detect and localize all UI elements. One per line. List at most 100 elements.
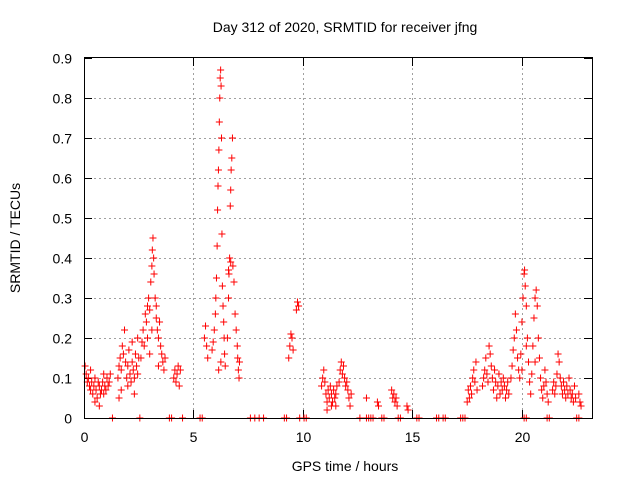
data-point xyxy=(338,370,346,378)
data-point xyxy=(487,362,495,370)
data-point xyxy=(122,358,130,366)
data-point xyxy=(134,334,142,342)
data-point xyxy=(514,354,522,362)
data-point xyxy=(213,242,221,250)
data-point xyxy=(214,182,222,190)
data-point xyxy=(203,342,211,350)
data-point xyxy=(568,390,576,398)
data-point xyxy=(172,378,180,386)
data-point xyxy=(521,266,529,274)
data-point xyxy=(543,390,551,398)
x-tick-labels: 0 5 10 15 20 xyxy=(81,429,531,445)
data-point xyxy=(124,362,132,370)
data-point xyxy=(217,82,225,90)
data-point xyxy=(210,326,218,334)
data-point xyxy=(493,394,501,402)
data-point xyxy=(319,374,327,382)
data-point xyxy=(123,374,131,382)
data-point xyxy=(84,374,92,382)
data-point xyxy=(138,338,146,346)
y-tick-label: 0 xyxy=(64,411,72,427)
data-point xyxy=(463,398,471,406)
data-point xyxy=(572,394,580,402)
data-point xyxy=(575,390,583,398)
data-point xyxy=(214,206,222,214)
data-point xyxy=(150,254,158,262)
data-point xyxy=(227,186,235,194)
data-point xyxy=(102,386,110,394)
data-point xyxy=(336,366,344,374)
x-tick-label: 10 xyxy=(296,429,312,445)
data-point xyxy=(391,398,399,406)
data-point xyxy=(544,398,552,406)
data-point xyxy=(225,294,233,302)
data-point xyxy=(154,362,162,370)
data-point xyxy=(535,354,543,362)
data-point xyxy=(215,146,223,154)
data-point xyxy=(216,94,224,102)
data-point xyxy=(375,402,383,410)
data-point xyxy=(329,398,337,406)
data-point xyxy=(530,314,538,322)
data-point xyxy=(566,386,574,394)
data-point xyxy=(128,338,136,346)
data-point xyxy=(335,378,343,386)
data-point xyxy=(145,294,153,302)
data-point xyxy=(288,334,296,342)
data-point xyxy=(538,386,546,394)
data-point xyxy=(147,278,155,286)
data-point xyxy=(212,294,220,302)
data-point xyxy=(134,370,142,378)
data-point xyxy=(532,286,540,294)
data-point xyxy=(100,370,108,378)
data-point xyxy=(522,342,530,350)
data-point xyxy=(345,394,353,402)
data-point xyxy=(82,370,90,378)
data-point xyxy=(105,378,113,386)
y-tick-label: 0.9 xyxy=(53,51,73,67)
data-point xyxy=(526,378,534,386)
data-point xyxy=(577,402,585,410)
data-point xyxy=(342,382,350,390)
data-point xyxy=(204,354,212,362)
data-point xyxy=(553,370,561,378)
y-tick-label: 0.1 xyxy=(53,371,73,387)
data-point xyxy=(217,358,225,366)
data-point xyxy=(482,354,490,362)
data-point xyxy=(551,390,559,398)
data-point xyxy=(209,338,217,346)
data-point xyxy=(233,342,241,350)
data-point xyxy=(215,118,223,126)
y-tick-label: 0.3 xyxy=(53,291,73,307)
data-point xyxy=(219,302,227,310)
data-point xyxy=(465,394,473,402)
data-point xyxy=(404,406,412,414)
data-point xyxy=(81,362,89,370)
data-point xyxy=(200,334,208,342)
data-point xyxy=(343,378,351,386)
data-point xyxy=(320,366,328,374)
data-point xyxy=(154,334,162,342)
data-point xyxy=(560,378,568,386)
data-point xyxy=(141,310,149,318)
data-point xyxy=(117,386,125,394)
data-point xyxy=(393,402,401,410)
y-tick-label: 0.2 xyxy=(53,331,73,347)
x-tick-label: 5 xyxy=(190,429,198,445)
data-point xyxy=(337,358,345,366)
data-point xyxy=(488,374,496,382)
data-point xyxy=(539,394,547,402)
data-point xyxy=(497,378,505,386)
data-point xyxy=(230,278,238,286)
data-point xyxy=(218,134,226,142)
x-tick-label: 20 xyxy=(515,429,531,445)
x-axis-label: GPS time / hours xyxy=(292,458,399,474)
data-point xyxy=(124,382,132,390)
data-point xyxy=(344,386,352,394)
chart-title: Day 312 of 2020, SRMTID for receiver jfn… xyxy=(213,19,478,35)
data-point xyxy=(148,246,156,254)
data-point xyxy=(330,386,338,394)
data-point xyxy=(326,382,334,390)
data-point xyxy=(146,350,154,358)
